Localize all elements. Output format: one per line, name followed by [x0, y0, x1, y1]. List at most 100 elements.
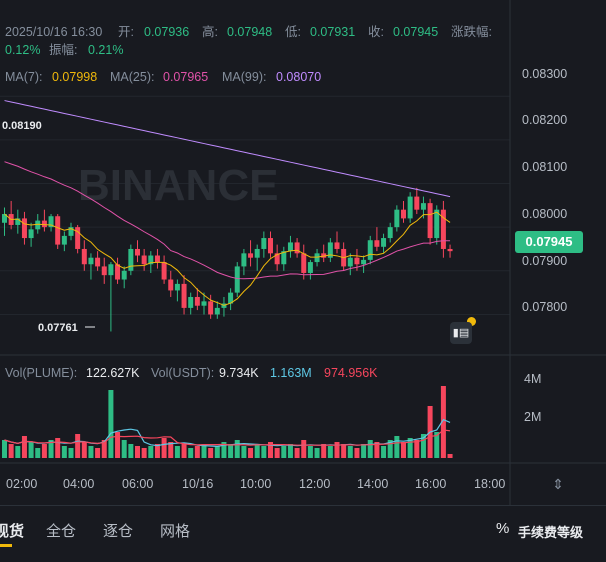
volume-bar — [101, 440, 107, 458]
candle-body — [108, 264, 114, 276]
tab-isolated[interactable]: 逐仓 — [103, 523, 134, 540]
vol-usdt-label: Vol(USDT): — [151, 366, 215, 380]
low-label: 低: — [285, 25, 301, 39]
volume-bar — [201, 444, 207, 458]
candle-body — [274, 253, 280, 265]
volume-bar — [161, 438, 167, 458]
price-tick: 0.08100 — [522, 160, 568, 174]
candle-body — [248, 253, 254, 258]
indicator-icon[interactable]: ▮▤ — [450, 322, 472, 344]
candle-body — [347, 257, 353, 267]
volume-bar — [181, 444, 187, 458]
ma25-label: MA(25): — [110, 70, 155, 84]
volume-bar — [228, 444, 234, 458]
candle-body — [135, 248, 140, 256]
time-tick: 10/16 — [182, 477, 214, 491]
ma7-value: 0.07998 — [52, 70, 98, 84]
volume-bar — [307, 446, 313, 458]
notification-dot — [467, 317, 476, 326]
candle-body — [394, 209, 400, 228]
fit-screen-icon[interactable]: ⇕ — [552, 476, 564, 492]
volume-bar — [121, 440, 127, 458]
volume-bar — [48, 440, 54, 458]
time-tick: 14:00 — [357, 477, 389, 491]
volume-bar — [208, 448, 214, 458]
high-value: 0.07948 — [227, 25, 273, 39]
candle-body — [307, 262, 313, 273]
time-tick: 02:00 — [6, 477, 38, 491]
volume-bar — [214, 446, 220, 458]
candle-body — [440, 209, 446, 249]
tab-cross[interactable]: 全仓 — [46, 523, 77, 540]
volume-tick: 4M — [524, 372, 542, 386]
active-tab-underline — [0, 544, 12, 547]
volume-bar — [321, 444, 327, 458]
volume-bar — [341, 444, 347, 458]
volume-bar — [381, 446, 387, 458]
volume-bar — [241, 446, 247, 458]
candle-body — [447, 248, 453, 252]
low-value: 0.07931 — [310, 25, 356, 39]
candle-body — [361, 259, 367, 265]
volume-bars — [2, 386, 453, 458]
candle-body — [401, 209, 406, 219]
fee-tier-link[interactable]: 手续费等级 — [518, 525, 584, 540]
volume-bar — [41, 444, 47, 458]
tab-spot[interactable]: 现货 — [0, 523, 25, 540]
candle-body — [48, 216, 54, 228]
volume-bar — [347, 446, 353, 458]
change-value: 0.12% — [5, 43, 41, 57]
open-label: 开: — [118, 25, 134, 39]
candle-body — [88, 257, 94, 265]
candle-body — [81, 248, 87, 265]
candle-body — [141, 255, 147, 265]
candle-body — [420, 203, 426, 210]
candle-body — [28, 229, 34, 239]
volume-bar — [75, 434, 81, 458]
candle-body — [21, 218, 27, 239]
margin-mode-tabs: 现货 全仓 逐仓 网格 % 手续费等级 — [0, 505, 606, 562]
volume-bar — [135, 446, 140, 458]
vol-plume-label: Vol(PLUME): — [5, 366, 78, 380]
close-value: 0.07945 — [393, 25, 439, 39]
watermark: BINANCE — [78, 161, 278, 210]
candle-body — [327, 242, 333, 258]
volume-bar — [221, 442, 227, 458]
vol-usdt-value: 9.734K — [219, 366, 259, 380]
price-tick: 0.08200 — [522, 113, 568, 127]
volume-bar — [261, 446, 267, 458]
amplitude-value: 0.21% — [88, 43, 124, 57]
change-label: 涨跌幅: — [451, 25, 492, 39]
volume-bar — [374, 442, 380, 458]
candle-body — [15, 218, 21, 225]
volume-tick: 2M — [524, 410, 542, 424]
chart-grid — [0, 95, 510, 315]
price-chart[interactable]: BINANCE — [0, 0, 606, 505]
price-tick: 0.08300 — [522, 67, 568, 81]
volume-bar — [268, 442, 273, 458]
candle-body — [201, 301, 207, 306]
candle-body — [381, 238, 387, 247]
volume-bar — [367, 440, 373, 458]
volume-bar — [354, 448, 360, 458]
candle-body — [75, 227, 81, 249]
vol-plume-value: 122.627K — [86, 366, 140, 380]
volume-bar — [387, 440, 393, 458]
tab-grid[interactable]: 网格 — [160, 523, 191, 540]
candle-body — [281, 251, 287, 265]
volume-bar — [55, 438, 61, 458]
candle-body — [294, 242, 300, 254]
volume-bar — [401, 442, 406, 458]
time-tick: 06:00 — [122, 477, 154, 491]
candle-body — [261, 238, 267, 249]
volume-bar — [327, 446, 333, 458]
volume-bar — [35, 448, 41, 458]
candle-body — [101, 266, 107, 276]
ma99-line — [4, 100, 451, 198]
volume-bar — [95, 448, 101, 458]
candle-body — [314, 253, 320, 263]
volume-bar — [254, 444, 260, 458]
vol-ma2-value: 974.956K — [324, 366, 378, 380]
volume-bar — [194, 446, 200, 458]
